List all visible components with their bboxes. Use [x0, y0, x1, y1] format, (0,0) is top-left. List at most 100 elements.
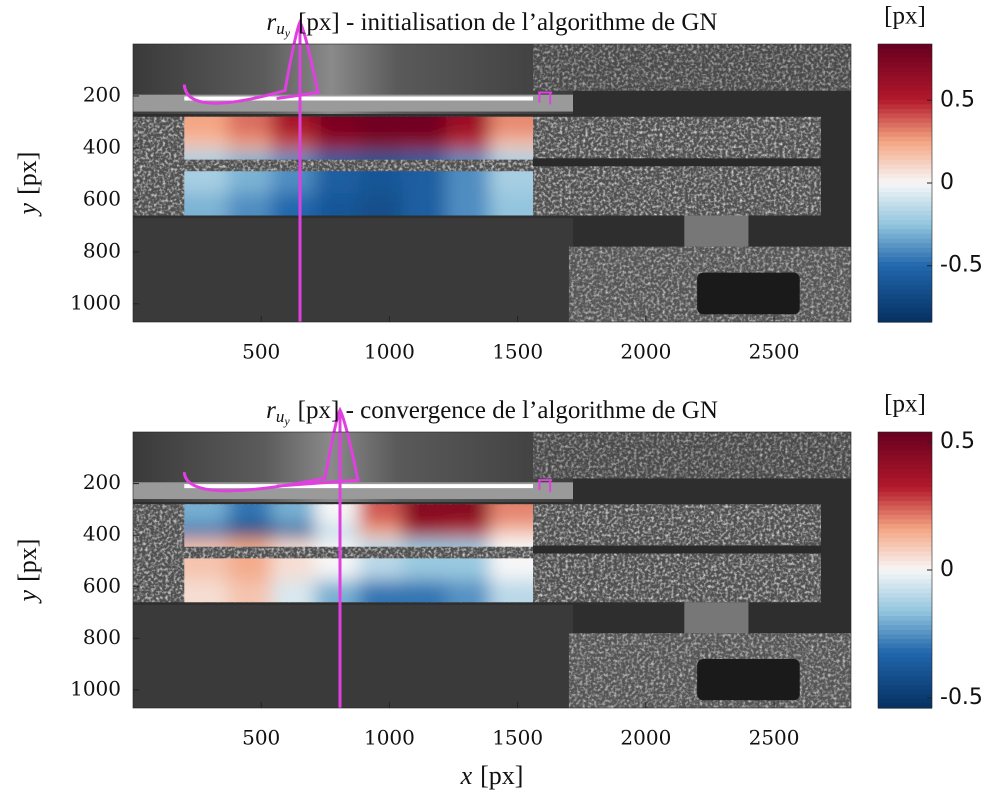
- title: ruy [px] - convergence de l’algorithme de…: [266, 397, 718, 428]
- colorbar-step: [878, 671, 932, 677]
- heatmap-cell: [315, 116, 359, 139]
- colorbar-step: [878, 81, 932, 87]
- marker: [538, 479, 553, 493]
- heatmap-cell: [445, 504, 490, 527]
- heatmap-cell: [315, 538, 359, 581]
- colorbar-step: [878, 468, 932, 474]
- heatmap-cell: [489, 151, 534, 194]
- heatmap-cell: [445, 193, 490, 216]
- colorbar-step: [878, 528, 932, 534]
- y-label: y [px]: [13, 152, 42, 218]
- title-subsub: y: [283, 414, 290, 428]
- heatmap-cell: [227, 504, 272, 527]
- x-label-symbol: x: [460, 761, 473, 790]
- heatmap-cell: [271, 193, 316, 216]
- colorbar-step: [878, 108, 932, 115]
- colorbar-step: [878, 579, 932, 585]
- y-tick-label: 600: [83, 573, 121, 597]
- heatmap-cell: [184, 580, 228, 603]
- profile-curve: [182, 18, 320, 105]
- colorbar-step: [878, 271, 932, 277]
- colorbar-step: [878, 215, 932, 221]
- colorbar-step: [878, 533, 932, 539]
- colorbar-step: [878, 164, 932, 170]
- title: ruy [px] - initialisation de l’algorithme…: [267, 9, 718, 40]
- block: [697, 272, 800, 315]
- colorbar-step: [878, 257, 932, 263]
- colorbar-step: [878, 196, 932, 203]
- colorbar-tick-label: -0.5: [940, 253, 983, 278]
- colorbar-step: [878, 634, 932, 640]
- title-sub: u: [276, 19, 285, 38]
- x-tick-label: 1000: [364, 340, 415, 364]
- colorbar-step: [878, 491, 932, 497]
- colorbar-step: [878, 652, 932, 658]
- colorbar-step: [878, 201, 932, 207]
- heatmap-cell: [271, 116, 316, 139]
- colorbar-step: [878, 303, 932, 309]
- title-symbol: r: [267, 9, 277, 36]
- colorbar-step: [878, 482, 932, 488]
- heatmap-cell: [184, 116, 228, 139]
- colorbar-step: [878, 620, 932, 626]
- colorbar-step: [878, 48, 932, 54]
- profile-curve: [182, 406, 360, 493]
- heatmap: [184, 116, 534, 216]
- colorbar-step: [878, 459, 932, 465]
- heatmap-blur: [184, 504, 534, 603]
- colorbar-step: [878, 455, 932, 461]
- colorbar-step: [878, 308, 932, 314]
- colorbar-step: [878, 247, 932, 254]
- slot: [533, 158, 821, 167]
- colorbar-step: [878, 317, 932, 323]
- heatmap-cell: [227, 580, 272, 603]
- colorbar-step: [878, 694, 932, 700]
- heatmap-cell: [315, 504, 359, 527]
- y-label-symbol: y: [13, 202, 42, 217]
- y-tick-label: 600: [83, 186, 121, 210]
- colorbar-step: [878, 155, 932, 161]
- colorbar-step: [878, 113, 932, 119]
- grip-top-speckle: [533, 44, 851, 91]
- colorbar-step: [878, 192, 932, 198]
- heatmap-cell: [402, 580, 446, 603]
- colorbar-step: [878, 104, 932, 110]
- heatmap-cell: [271, 538, 316, 581]
- x-tick-label: 2000: [620, 726, 671, 750]
- colorbar-step: [878, 666, 932, 672]
- heatmap: [184, 504, 534, 603]
- colorbar: -0.5 0 0.5 [px]: [877, 3, 983, 323]
- colorbar-step: [878, 243, 932, 249]
- colorbar-step: [878, 680, 932, 686]
- colorbar-step: [878, 703, 932, 709]
- colorbar-step: [878, 187, 932, 193]
- x-tick-label: 1500: [492, 726, 543, 750]
- colorbar-step: [878, 519, 932, 525]
- colorbar-step: [878, 44, 932, 50]
- heatmap-cell: [358, 151, 403, 194]
- y-tick-label: 800: [83, 625, 121, 649]
- colorbar-step: [878, 441, 932, 447]
- colorbar-label: [px]: [884, 3, 926, 30]
- heatmap-cell: [358, 193, 403, 216]
- grip-top-speckle: [533, 432, 851, 479]
- colorbar-step: [878, 556, 932, 562]
- colorbar-step: [878, 85, 932, 91]
- heatmap-cell: [315, 193, 359, 216]
- heatmap-cell: [227, 193, 272, 216]
- heatmap-cell: [402, 538, 446, 581]
- y-tick-label: 200: [83, 470, 121, 494]
- heatmap-cell: [227, 151, 272, 194]
- x-tick-label: 2000: [620, 340, 671, 364]
- colorbar-step: [878, 233, 932, 240]
- heatmap-cell: [489, 116, 534, 139]
- colorbar-step: [878, 275, 932, 281]
- y-label: y [px]: [13, 539, 42, 605]
- colorbar-tick-label: -0.5: [940, 685, 983, 710]
- colorbar-step: [878, 183, 932, 189]
- colorbar-step: [878, 574, 932, 580]
- heatmap-cell: [402, 151, 446, 194]
- heatmap-cell: [445, 116, 490, 139]
- title-symbol: r: [266, 397, 276, 424]
